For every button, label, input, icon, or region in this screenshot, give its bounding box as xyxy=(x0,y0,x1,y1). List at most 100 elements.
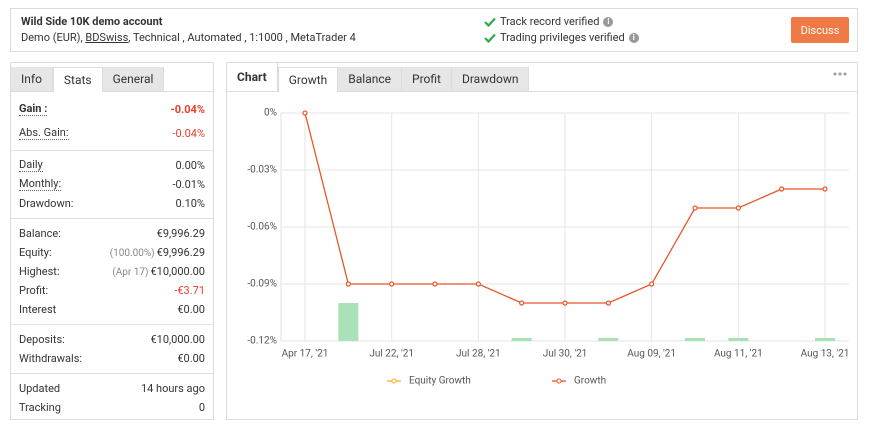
x-tick-label: Jul 28, '21 xyxy=(456,349,501,360)
info-icon[interactable]: i xyxy=(603,16,614,27)
stats-value: €0.00 xyxy=(177,303,205,316)
point xyxy=(389,281,395,287)
bar xyxy=(511,337,532,341)
stats-tab[interactable]: Stats xyxy=(52,67,103,92)
stats-value: €9,996.29 xyxy=(156,227,205,240)
stats-value-wrap: 0.00% xyxy=(175,159,205,172)
stats-value: -0.04% xyxy=(172,126,205,140)
stats-label: Abs. Gain: xyxy=(19,125,69,140)
y-tick-label: -0.09% xyxy=(247,279,277,290)
legend-label: Growth xyxy=(574,376,606,387)
stats-panel: Info Stats General Gain : -0.04% Abs. Gain: -… xyxy=(10,62,214,420)
stats-value: €10,000.00 xyxy=(150,265,205,278)
y-tick-label: -0.06% xyxy=(247,222,277,233)
stats-label: Gain : xyxy=(19,101,48,116)
stats-label: Deposits: xyxy=(19,333,65,346)
stats-value: €0.00 xyxy=(177,352,205,365)
stats-list: Gain : -0.04% Abs. Gain: -0.04% Daily 0.00% Mo… xyxy=(11,92,213,422)
legend-marker xyxy=(391,378,397,384)
point xyxy=(432,281,438,287)
chart-tab[interactable]: Growth xyxy=(277,67,339,92)
stats-tab[interactable]: Info xyxy=(11,67,53,91)
stats-label: Drawdown: xyxy=(19,197,74,210)
point xyxy=(822,186,828,192)
x-tick-label: Aug 09, '21 xyxy=(627,349,676,360)
x-tick-label: Jul 22, '21 xyxy=(369,349,414,360)
stats-group: Daily 0.00% Monthly: -0.01% Drawdown: 0.10% xyxy=(11,151,213,219)
stats-row: Highest: (Apr 17) €10,000.00 xyxy=(19,262,205,281)
stats-value-wrap: €0.00 xyxy=(177,352,205,365)
stats-row: Monthly: -0.01% xyxy=(19,175,205,194)
stats-value-wrap: 0 xyxy=(199,401,205,414)
point xyxy=(605,300,611,306)
discuss-button[interactable]: Discuss xyxy=(791,17,849,43)
account-subtitle: Demo (EUR), BDSwiss, Technical , Automat… xyxy=(21,31,356,44)
broker-link[interactable]: BDSwiss xyxy=(85,31,129,44)
stats-row: Balance: €9,996.29 xyxy=(19,224,205,243)
stats-row: Daily 0.00% xyxy=(19,156,205,175)
stats-group: Gain : -0.04% Abs. Gain: -0.04% xyxy=(11,92,213,151)
stats-label: Daily xyxy=(19,158,43,172)
point xyxy=(345,281,351,287)
x-tick-label: Apr 17, '21 xyxy=(282,349,329,360)
stats-row: Deposits: €10,000.00 xyxy=(19,330,205,349)
x-tick-label: Jul 30, '21 xyxy=(543,349,588,360)
chart-tab[interactable]: Profit xyxy=(402,67,452,91)
stats-note: (100.00%) xyxy=(109,248,155,259)
verified-item: Trading privileges verified i xyxy=(484,31,639,44)
stats-group: Updated 14 hours ago Tracking 0 xyxy=(11,374,213,422)
account-title: Wild Side 10K demo account xyxy=(21,15,163,28)
stats-label: Equity: xyxy=(19,246,52,259)
point xyxy=(735,205,741,211)
bar xyxy=(728,337,749,341)
stats-label: Profit: xyxy=(19,284,49,297)
stats-value: €9,996.29 xyxy=(156,246,205,259)
x-tick-label: Aug 13, '21 xyxy=(801,349,850,360)
chart-tab[interactable]: Drawdown xyxy=(451,67,530,91)
chart-tab[interactable]: Balance xyxy=(338,67,403,91)
stats-value-wrap: -0.01% xyxy=(172,178,205,191)
stats-value-wrap: (Apr 17) €10,000.00 xyxy=(112,265,205,278)
verified-item: Track record verified i xyxy=(484,15,614,28)
point xyxy=(562,300,568,306)
stats-note: (Apr 17) xyxy=(112,267,149,278)
stats-label: Withdrawals: xyxy=(19,352,83,365)
stats-value: 14 hours ago xyxy=(140,382,205,395)
menu-icon[interactable] xyxy=(833,71,847,77)
stats-row: Gain : -0.04% xyxy=(19,97,205,121)
verified-text: Trading privileges verified xyxy=(500,31,625,44)
info-icon[interactable]: i xyxy=(628,32,639,43)
stats-value: -0.04% xyxy=(170,102,205,116)
stats-value-wrap: 14 hours ago xyxy=(141,382,205,395)
subtitle-text: Demo (EUR), xyxy=(21,31,86,44)
growth-chart: 0% -0.03% -0.06% -0.09% -0.12% Apr 17, '21 Jul… xyxy=(247,108,850,387)
verified-text: Track record verified xyxy=(500,15,600,28)
point xyxy=(779,186,785,192)
point xyxy=(649,281,655,287)
stats-value: 0 xyxy=(198,401,205,414)
check-icon xyxy=(484,33,496,43)
stats-group: Deposits: €10,000.00 Withdrawals: €0.00 xyxy=(11,325,213,374)
stats-row: Drawdown: 0.10% xyxy=(19,194,205,213)
check-icon xyxy=(484,17,496,27)
stats-value: -0.01% xyxy=(172,178,205,191)
stats-tabs: Info Stats General xyxy=(11,63,213,92)
y-tick-label: -0.12% xyxy=(247,336,277,347)
bar xyxy=(685,337,705,341)
stats-label: Monthly: xyxy=(19,177,62,191)
stats-value-wrap: €0.00 xyxy=(177,303,205,316)
y-tick-label: -0.03% xyxy=(247,165,277,176)
bar xyxy=(815,337,835,341)
stats-row: Abs. Gain: -0.04% xyxy=(19,121,205,145)
stats-label: Tracking xyxy=(19,401,61,414)
legend-marker xyxy=(556,378,562,384)
stats-value: -€3.71 xyxy=(174,284,205,297)
y-tick-label: 0% xyxy=(264,108,277,119)
point xyxy=(692,205,698,211)
stats-tab[interactable]: General xyxy=(102,67,165,91)
stats-row: Interest €0.00 xyxy=(19,300,205,319)
stats-row: Equity: (100.00%) €9,996.29 xyxy=(19,243,205,262)
account-header: Wild Side 10K demo account Demo (EUR), B… xyxy=(10,8,858,52)
point xyxy=(519,300,525,306)
